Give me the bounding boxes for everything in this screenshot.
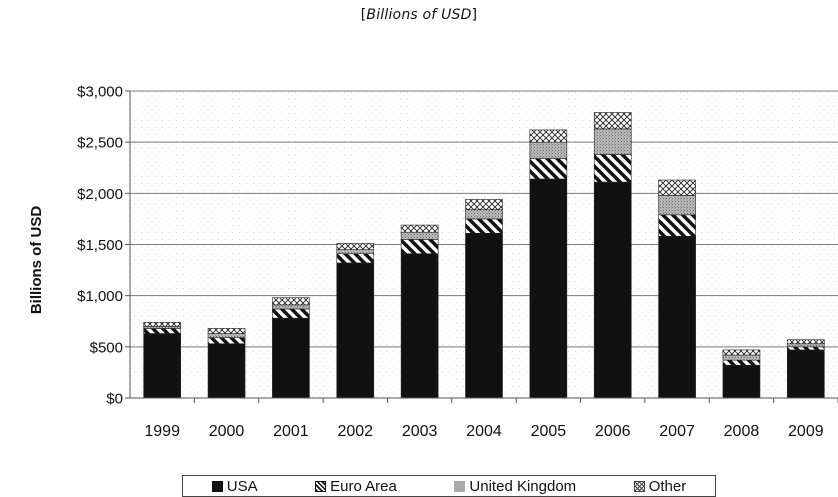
axes: $0 $500 $1,000 $1,500 $2,000 $2,500 $3,000 1999… — [77, 84, 838, 440]
bar-united-kingdom-2000 — [207, 333, 246, 338]
bar-united-kingdom-2009 — [787, 343, 825, 348]
bar-usa-1999 — [143, 333, 181, 399]
legend-swatch-united-kingdom — [454, 480, 466, 492]
bar-usa-2001 — [272, 317, 310, 399]
bar-euro-area-2008 — [722, 359, 761, 366]
bar-united-kingdom-1999 — [143, 326, 181, 329]
x-tick-label: 2001 — [273, 423, 309, 440]
legend-swatch-other — [633, 480, 645, 492]
legend-swatch-euro-area — [315, 480, 327, 492]
bar-other-1999 — [143, 321, 181, 327]
bar-euro-area-2006 — [593, 154, 632, 183]
x-tick-label: 1999 — [144, 423, 180, 440]
y-tick-label: $2,000 — [77, 186, 123, 203]
bar-other-2001 — [272, 297, 310, 306]
y-tick-label: $0 — [106, 391, 123, 408]
legend-swatch-usa — [211, 480, 223, 492]
chart-canvas: $0 $500 $1,000 $1,500 $2,000 $2,500 $3,000 1999… — [28, 84, 838, 440]
legend: USA Euro Area United Kingdom Other — [182, 475, 716, 497]
bar-euro-area-2001 — [272, 308, 310, 319]
y-tick-label: $1,000 — [77, 288, 123, 305]
bar-other-2006 — [593, 112, 632, 130]
x-tick-label: 2007 — [659, 423, 695, 440]
bar-usa-2000 — [207, 343, 246, 399]
legend-item-other: Other — [633, 477, 687, 495]
y-tick-label: $2,500 — [77, 135, 123, 152]
bar-other-2008 — [722, 349, 761, 356]
bar-other-2004 — [465, 199, 503, 211]
x-tick-label: 2005 — [531, 423, 567, 440]
bar-other-2007 — [658, 179, 696, 196]
bar-euro-area-2009 — [787, 346, 825, 351]
bar-usa-2009 — [787, 349, 825, 399]
bars — [143, 112, 825, 399]
bar-united-kingdom-2007 — [658, 195, 696, 216]
bar-euro-area-2003 — [400, 239, 439, 255]
legend-label: United Kingdom — [469, 477, 577, 495]
bar-usa-2002 — [336, 262, 375, 399]
y-tick-label: $500 — [90, 339, 123, 356]
y-tick-label: $1,500 — [77, 237, 123, 254]
bar-other-2000 — [207, 328, 246, 334]
bar-united-kingdom-2005 — [529, 141, 568, 159]
bar-euro-area-2002 — [336, 253, 375, 264]
x-tick-label: 2008 — [724, 423, 760, 440]
bar-united-kingdom-2008 — [722, 354, 761, 361]
bar-euro-area-2000 — [207, 337, 246, 345]
bar-united-kingdom-2006 — [593, 128, 632, 155]
bar-euro-area-2007 — [658, 214, 696, 237]
bar-euro-area-2005 — [529, 158, 568, 180]
bar-usa-2008 — [722, 364, 761, 399]
y-tick-label: $3,000 — [77, 84, 123, 101]
legend-label: USA — [226, 477, 258, 495]
bar-euro-area-2004 — [465, 218, 503, 234]
bar-usa-2003 — [400, 253, 439, 399]
bar-other-2002 — [336, 243, 375, 250]
bar-usa-2006 — [593, 181, 632, 399]
bar-usa-2007 — [658, 236, 696, 399]
x-tick-label: 2003 — [402, 423, 438, 440]
x-tick-label: 2000 — [209, 423, 245, 440]
bar-united-kingdom-2003 — [400, 231, 439, 240]
bar-usa-2005 — [529, 178, 568, 399]
bar-other-2005 — [529, 129, 568, 143]
bar-euro-area-1999 — [143, 328, 181, 334]
bar-united-kingdom-2002 — [336, 249, 375, 255]
chart-subtitle-text: Billions of USD — [366, 7, 472, 23]
legend-label: Euro Area — [330, 477, 397, 495]
x-tick-label: 2006 — [595, 423, 631, 440]
legend-label: Other — [648, 477, 687, 495]
bar-other-2009 — [787, 339, 825, 345]
gridlines — [130, 90, 838, 348]
bar-usa-2004 — [465, 232, 503, 399]
x-tick-label: 2002 — [337, 423, 373, 440]
legend-item-euro-area: Euro Area — [315, 478, 397, 495]
legend-item-usa: USA — [211, 477, 258, 495]
bar-other-2003 — [400, 224, 439, 233]
x-tick-label: 2009 — [788, 423, 824, 440]
chart-subtitle: [Billions of USD] — [360, 7, 478, 23]
x-tick-label: 2004 — [466, 423, 502, 440]
legend-item-united-kingdom: United Kingdom — [454, 478, 576, 495]
y-axis-label: Billions of USD — [28, 206, 45, 315]
bar-united-kingdom-2001 — [272, 304, 310, 310]
bar-united-kingdom-2004 — [465, 209, 503, 220]
